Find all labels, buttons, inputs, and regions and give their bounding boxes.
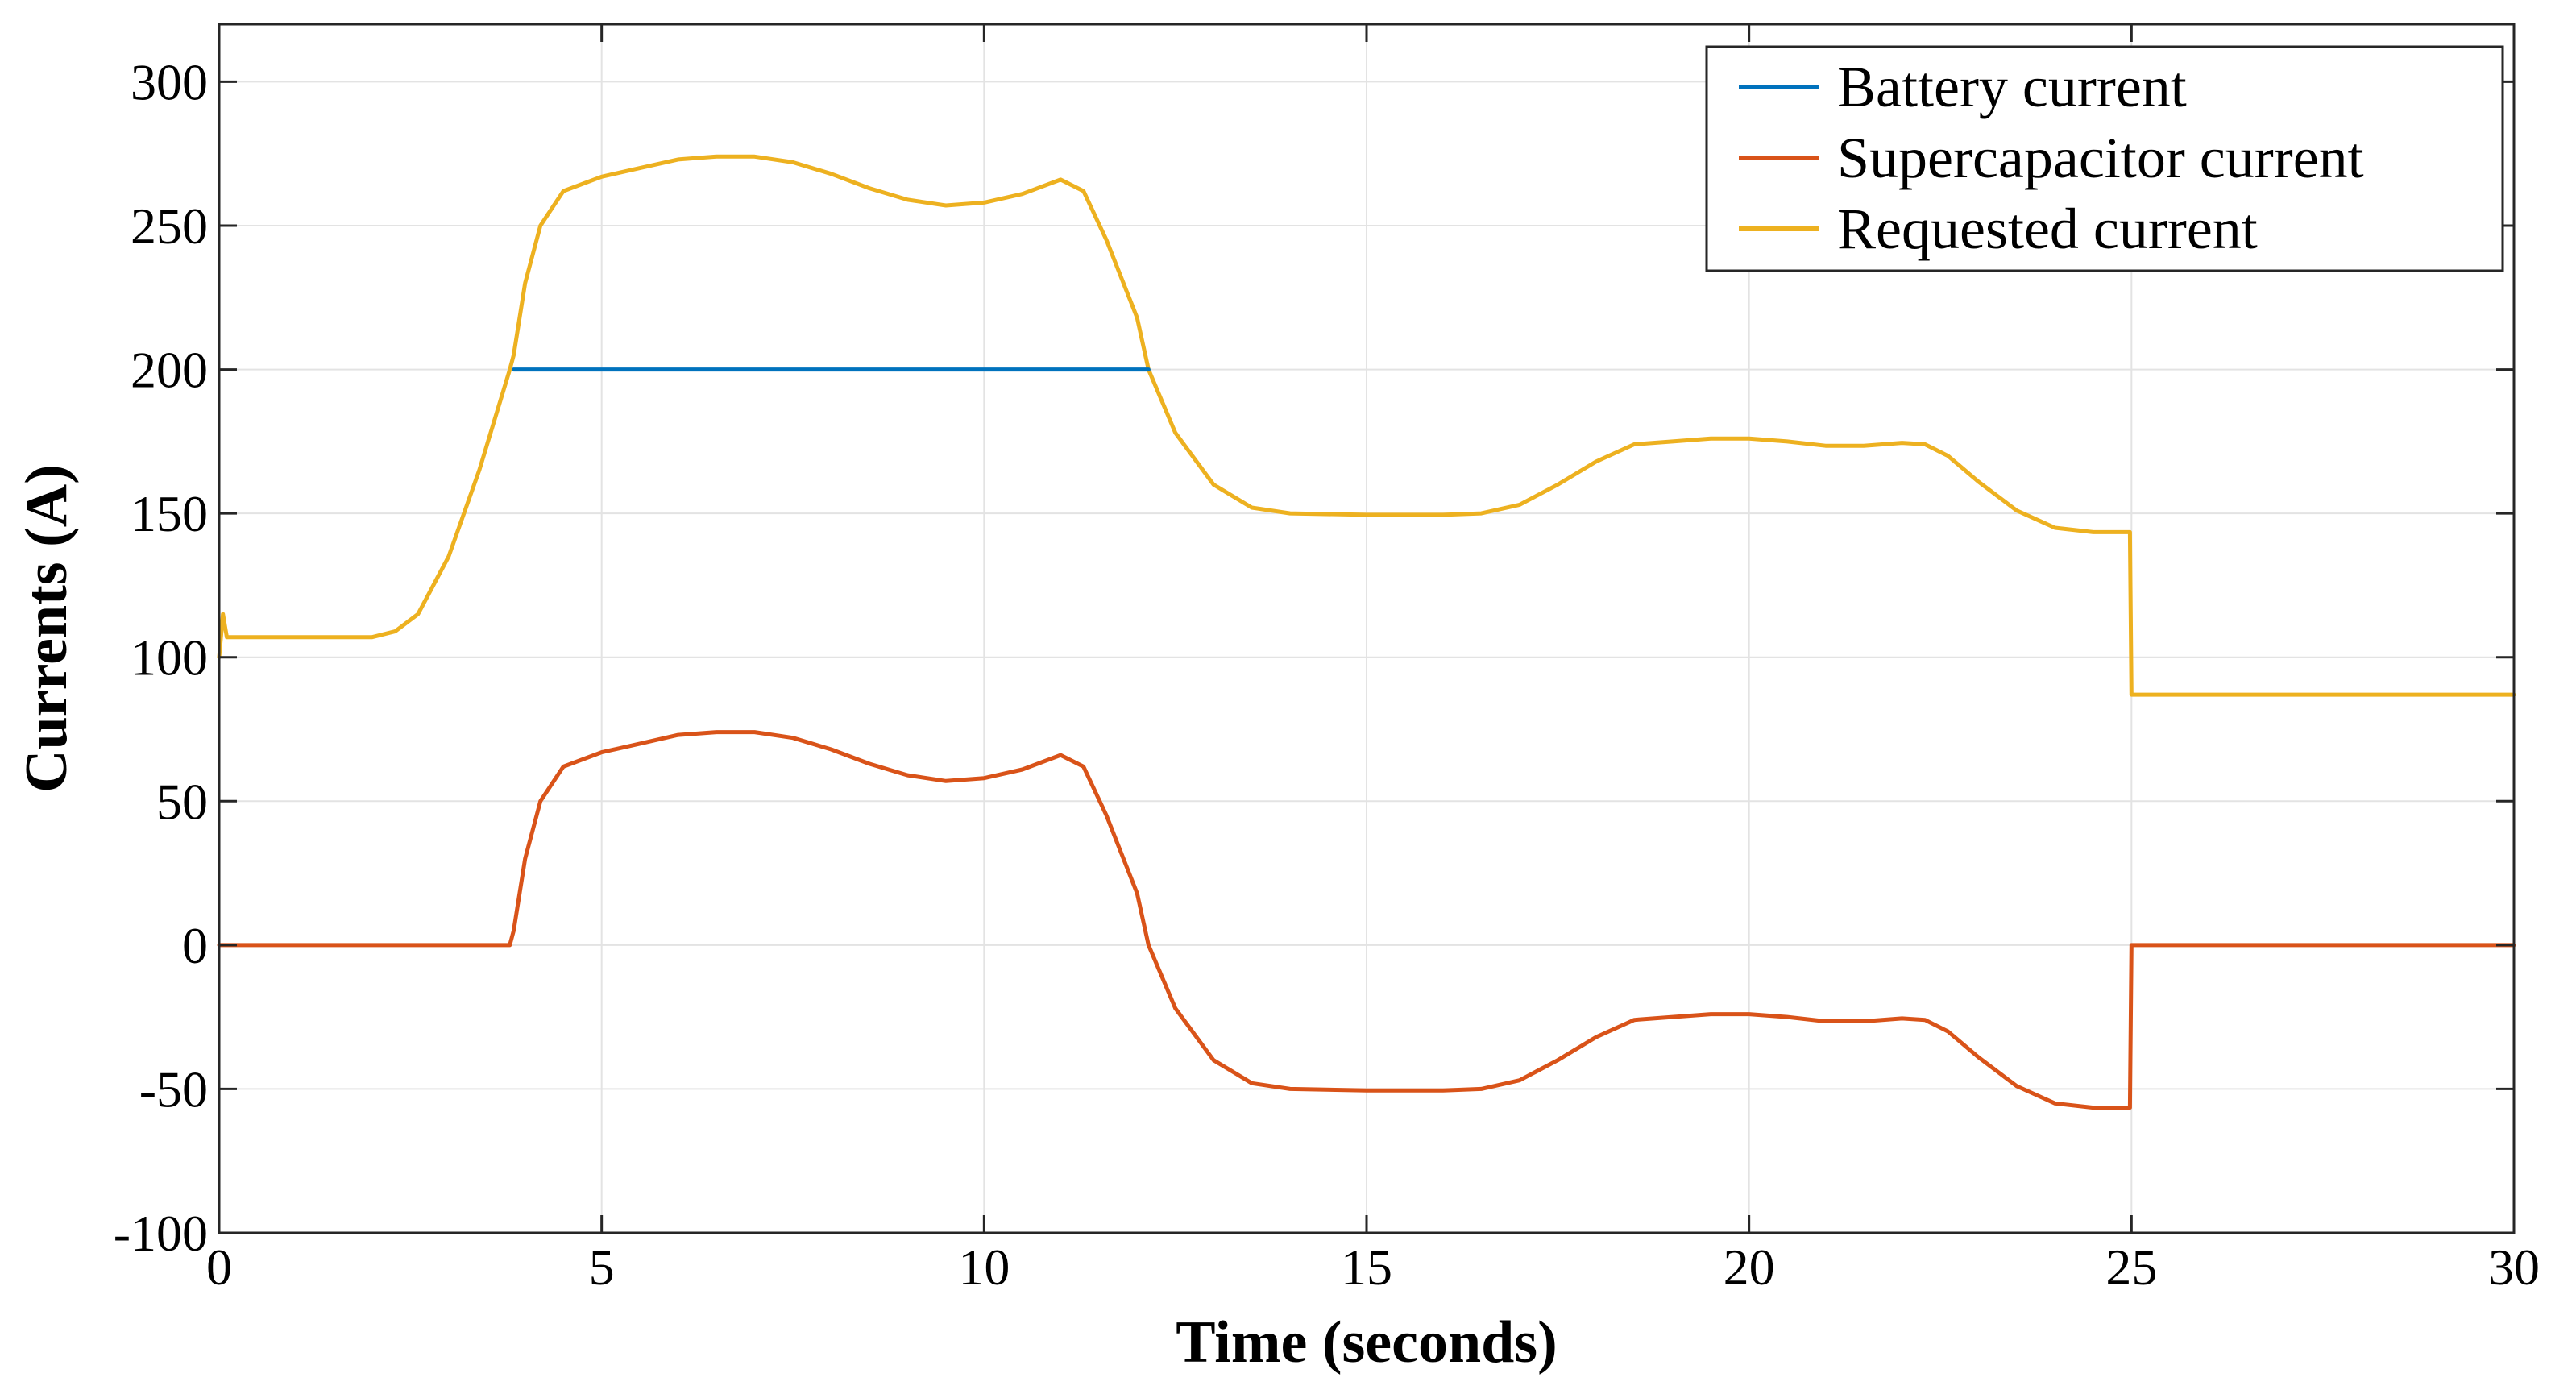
x-tick-label: 30 <box>2488 1238 2540 1296</box>
requested-current-line <box>217 154 2516 697</box>
requested-current-legend-label: Requested current <box>1837 197 2258 261</box>
y-tick-labels: -100 -50 0 50 100 150 200 250 300 <box>114 53 208 1262</box>
y-tick-label: 50 <box>156 773 208 830</box>
x-tick-label: 5 <box>589 1238 615 1296</box>
y-tick-label: 100 <box>131 629 208 687</box>
y-tick-label: 200 <box>131 342 208 399</box>
x-tick-labels: 0 5 10 15 20 25 30 <box>206 1238 2540 1296</box>
y-tick-label: 300 <box>131 53 208 110</box>
x-tick-label: 20 <box>1724 1238 1775 1296</box>
battery-current-legend-label: Battery current <box>1837 55 2187 119</box>
x-tick-label: 15 <box>1341 1238 1392 1296</box>
plot-series <box>217 154 2516 1110</box>
y-tick-label: -50 <box>139 1060 208 1118</box>
y-axis-title: Currents (A) <box>14 464 80 793</box>
y-tick-label: 250 <box>131 197 208 255</box>
tick-marks <box>218 24 2516 1234</box>
supercapacitor-current-line <box>217 730 2516 1110</box>
x-tick-label: 25 <box>2105 1238 2157 1296</box>
y-tick-label: 0 <box>182 917 208 974</box>
y-tick-label: 150 <box>131 485 208 542</box>
x-tick-label: 10 <box>958 1238 1010 1296</box>
x-tick-label: 0 <box>206 1238 232 1296</box>
x-axis-title: Time (seconds) <box>1176 1309 1557 1375</box>
supercapacitor-current-legend-label: Supercapacitor current <box>1837 126 2364 190</box>
y-tick-label: -100 <box>114 1205 208 1262</box>
legend: Battery current Supercapacitor current Req… <box>1705 45 2504 272</box>
legend-box <box>1705 45 2504 272</box>
